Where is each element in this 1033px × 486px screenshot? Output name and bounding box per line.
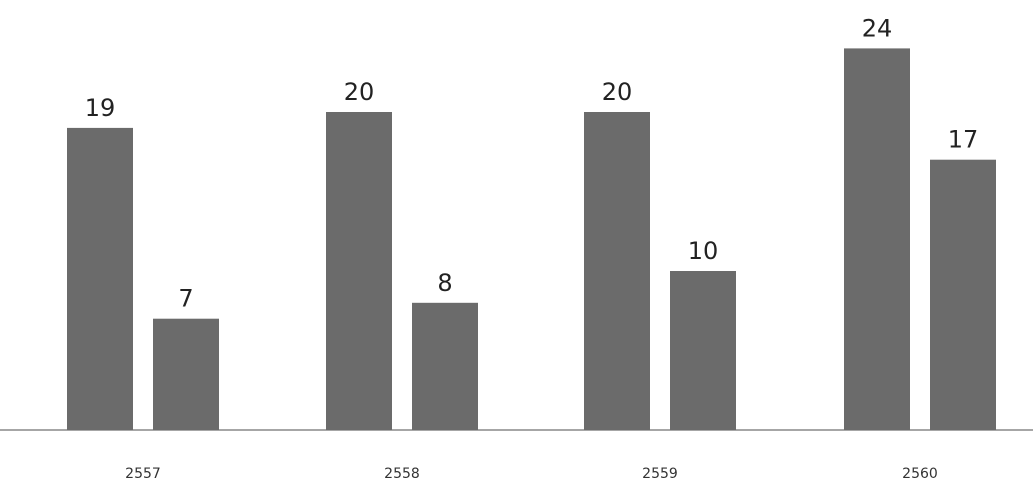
x-tick-label-2558: 2558 bbox=[384, 466, 420, 482]
value-label-2559-s1: 20 bbox=[602, 78, 633, 106]
value-label-2558-s2: 8 bbox=[437, 269, 452, 297]
x-tick-label-2559: 2559 bbox=[642, 466, 678, 482]
bar-2560-s1 bbox=[844, 48, 910, 431]
value-label-2558-s1: 20 bbox=[344, 78, 375, 106]
bar-2559-s2 bbox=[670, 271, 736, 430]
bar-2560-s2 bbox=[930, 159, 996, 430]
tick-labels-layer: 2557 2558 2559 2560 bbox=[125, 466, 938, 482]
bar-2558-s1 bbox=[326, 112, 392, 430]
value-label-2557-s1: 19 bbox=[85, 94, 116, 122]
value-label-2557-s2: 7 bbox=[178, 285, 193, 313]
bars-layer bbox=[67, 48, 996, 431]
value-label-2560-s2: 17 bbox=[948, 126, 979, 154]
value-labels-layer: 19 7 20 8 20 10 24 17 bbox=[85, 14, 979, 312]
bar-2558-s2 bbox=[412, 302, 478, 430]
value-label-2560-s1: 24 bbox=[862, 14, 893, 42]
value-label-2559-s2: 10 bbox=[688, 237, 719, 265]
bar-2559-s1 bbox=[584, 112, 650, 430]
x-tick-label-2557: 2557 bbox=[125, 466, 161, 482]
x-tick-label-2560: 2560 bbox=[902, 466, 938, 482]
bar-2557-s2 bbox=[153, 318, 219, 430]
bar-2557-s1 bbox=[67, 127, 133, 431]
